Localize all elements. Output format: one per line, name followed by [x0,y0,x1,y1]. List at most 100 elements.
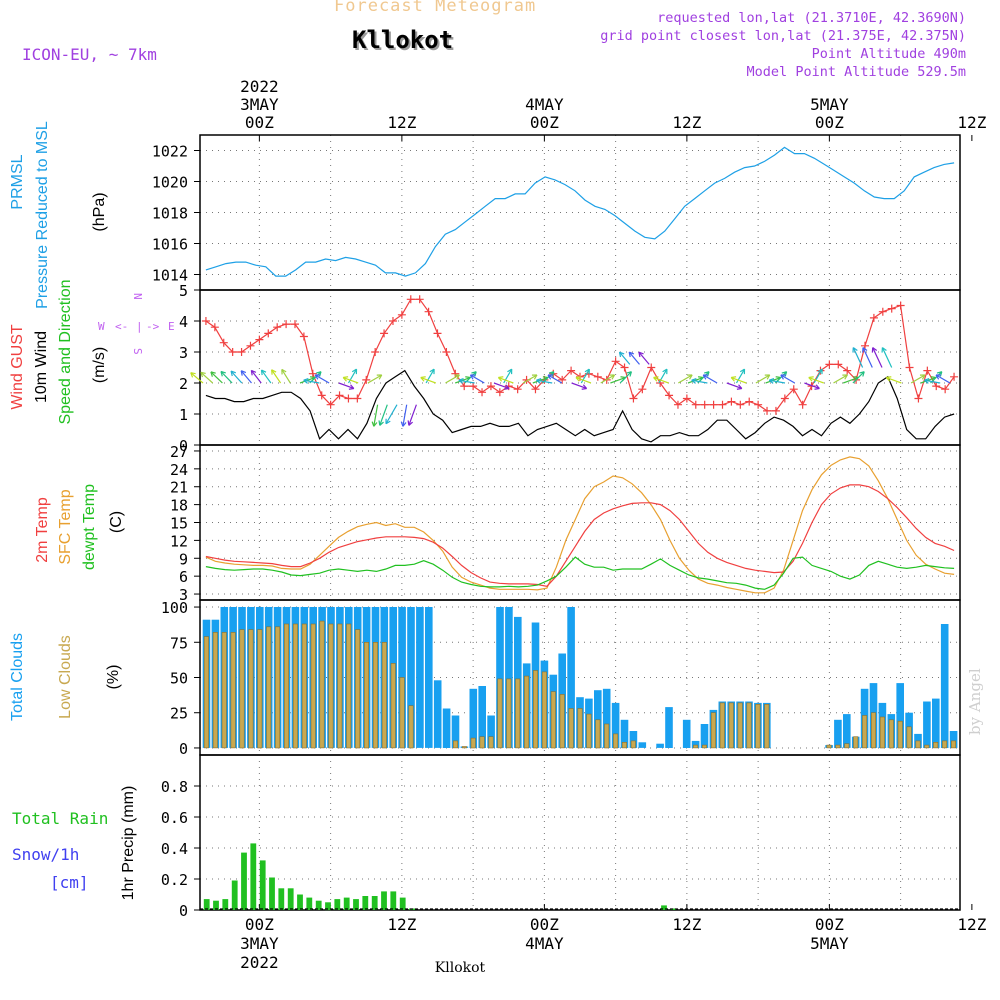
gust-marker [932,382,941,391]
wind-arrow-head [303,378,309,381]
model-name: ICON-EU, ~ 7km [22,45,157,64]
low-clouds-bar [257,629,263,749]
wind-arrow [200,371,214,384]
gust-marker [201,317,210,325]
total-clouds-bar [638,742,647,748]
time-label: 2022 [240,77,279,96]
gust-marker [727,397,736,406]
wind-arrow-head [844,374,848,380]
y-tick-label: 5 [179,282,188,300]
wind-arrow-head [662,368,668,373]
wind-arrow [677,374,693,384]
wind-arrow-head [935,374,940,380]
wind-arrow [445,374,460,384]
y-tick-label: 75 [170,634,188,652]
rain-bar [287,888,294,910]
wind-arrow [281,369,291,384]
gust-marker [593,372,602,381]
wind-arrow-head [638,352,641,358]
gust-marker [638,385,647,394]
pressure-line [205,146,955,277]
wind-arrow [852,371,865,384]
gust-marker [567,366,576,375]
wind-arrow [628,351,640,365]
gust-marker [326,400,335,409]
y-tick-label: 1014 [152,267,188,285]
gust-marker [878,307,887,316]
gust-marker [718,400,727,409]
panel-clouds: 0 25 50 75 100 [161,599,961,758]
wind-arrow-head [620,376,626,379]
wind-arrow-head [852,347,858,352]
rain-bar [315,900,322,910]
total-clouds-bar [567,607,575,748]
wind-arrow [852,347,864,368]
y-tick-label: 0.8 [161,778,188,796]
wind-arrow-head [936,371,942,374]
gust-marker [291,320,299,329]
y-tick-label: 2 [179,375,188,393]
wind-arrow [872,347,883,368]
rain-bar [399,897,406,910]
wind-arrow-head [653,377,658,382]
total-clouds-bar [940,624,949,748]
compass-arrow-w: <- [115,320,128,333]
total-clouds-bar [949,731,958,748]
gust-marker [451,369,460,378]
wind-arrow-head [619,351,625,355]
wind-arrow-head [815,384,820,389]
low-clouds-bar [728,702,734,749]
wind-arrow-head [220,371,223,377]
low-clouds-bar [239,629,245,749]
low-clouds-bar [355,629,361,749]
wind-arrow-head [407,420,410,426]
total-clouds-bar [691,740,700,748]
low-clouds-series [203,620,956,749]
gust-marker [433,329,442,338]
low-clouds-bar [844,743,850,749]
wind-arrow-head [548,371,554,374]
wind-arrow [470,374,485,384]
gust-marker [887,304,896,313]
wind-arrow [536,379,553,384]
wind-arrow-head [190,372,194,378]
gust-marker [754,400,763,409]
gust-marker [558,375,567,384]
wind-arrow-head [882,347,887,352]
wind-arrow [347,368,358,384]
low-clouds-bar [550,691,556,749]
time-label: 12Z [387,113,416,132]
rain-bar [670,908,677,910]
gust-marker [629,394,638,403]
rain-bar [203,899,210,910]
wind-arrow [808,376,825,384]
low-clouds-bar [337,623,343,749]
low-clouds-bar [275,626,281,749]
wind-arrow-head [260,369,263,376]
low-clouds-bar [879,716,885,749]
wind-arrow-head [736,387,742,390]
gust-marker [825,360,834,369]
y-tick-label: 0 [179,902,188,920]
total-clouds-bar [629,731,638,748]
gust-marker [789,385,798,394]
y-tick-label: 0.4 [161,840,188,858]
gust-marker [513,385,522,394]
wind-arrow [240,370,252,384]
wind-direction-arrows [190,347,951,427]
wind-arrow-head [469,374,474,380]
wind-arrow-head [250,370,253,376]
wind-arrow-head [281,368,287,373]
gust-marker [486,382,495,391]
y-tick-label: 12 [170,532,188,550]
ylabel-ms: (m/s) [91,347,108,383]
low-clouds-bar [621,741,627,749]
wind-arrow-head [768,379,774,384]
wind-arrow-head [766,374,771,380]
low-clouds-bar [452,740,458,749]
panel-wind: 0 1 2 3 4 5 [179,282,961,455]
rain-bar [661,905,667,910]
wind-arrow [755,374,771,384]
low-clouds-bar [950,740,956,749]
